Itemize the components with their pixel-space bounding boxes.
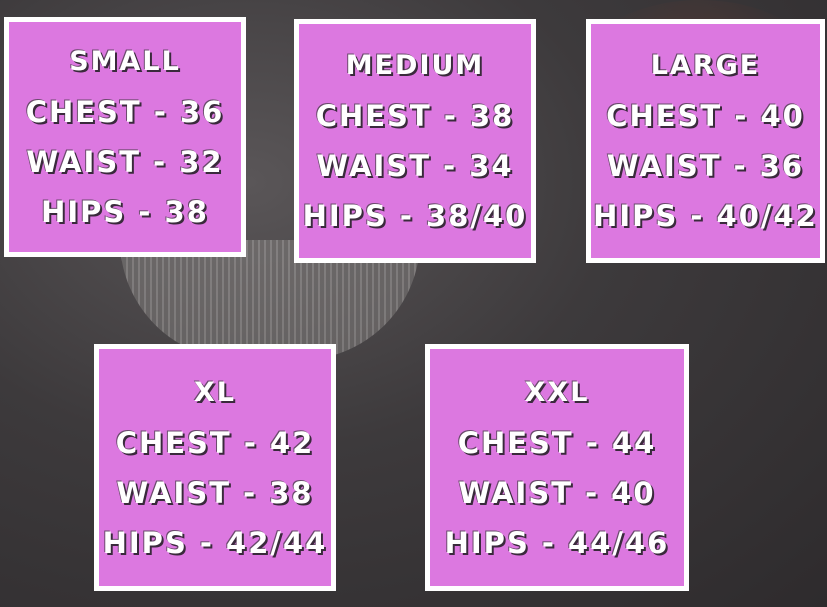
chest-measure: CHEST - 36 (25, 95, 225, 129)
waist-measure: WAIST - 40 (458, 475, 656, 510)
size-card-medium: MEDIUM CHEST - 38 WAIST - 34 HIPS - 38/4… (294, 19, 536, 263)
size-name: XXL (524, 376, 590, 408)
size-card-large: LARGE CHEST - 40 WAIST - 36 HIPS - 40/42 (586, 19, 825, 263)
hips-measure: HIPS - 38 (41, 195, 209, 229)
waist-measure: WAIST - 36 (606, 149, 805, 183)
hips-measure: HIPS - 42/44 (102, 525, 328, 560)
size-name: LARGE (650, 50, 761, 81)
hips-measure: HIPS - 40/42 (593, 199, 818, 233)
chest-measure: CHEST - 38 (315, 99, 515, 133)
chest-measure: CHEST - 42 (115, 425, 315, 460)
chest-measure: CHEST - 40 (606, 99, 805, 133)
waist-measure: WAIST - 34 (316, 149, 514, 183)
size-name: XL (193, 376, 237, 408)
size-card-small: SMALL CHEST - 36 WAIST - 32 HIPS - 38 (4, 17, 246, 257)
chest-measure: CHEST - 44 (457, 425, 657, 460)
hips-measure: HIPS - 38/40 (302, 199, 528, 233)
waist-measure: WAIST - 32 (26, 145, 224, 179)
size-card-xxl: XXL CHEST - 44 WAIST - 40 HIPS - 44/46 (425, 344, 689, 591)
size-name: SMALL (69, 46, 181, 77)
size-name: MEDIUM (345, 50, 485, 81)
size-card-xl: XL CHEST - 42 WAIST - 38 HIPS - 42/44 (94, 344, 336, 591)
hips-measure: HIPS - 44/46 (444, 525, 670, 560)
waist-measure: WAIST - 38 (116, 475, 314, 510)
